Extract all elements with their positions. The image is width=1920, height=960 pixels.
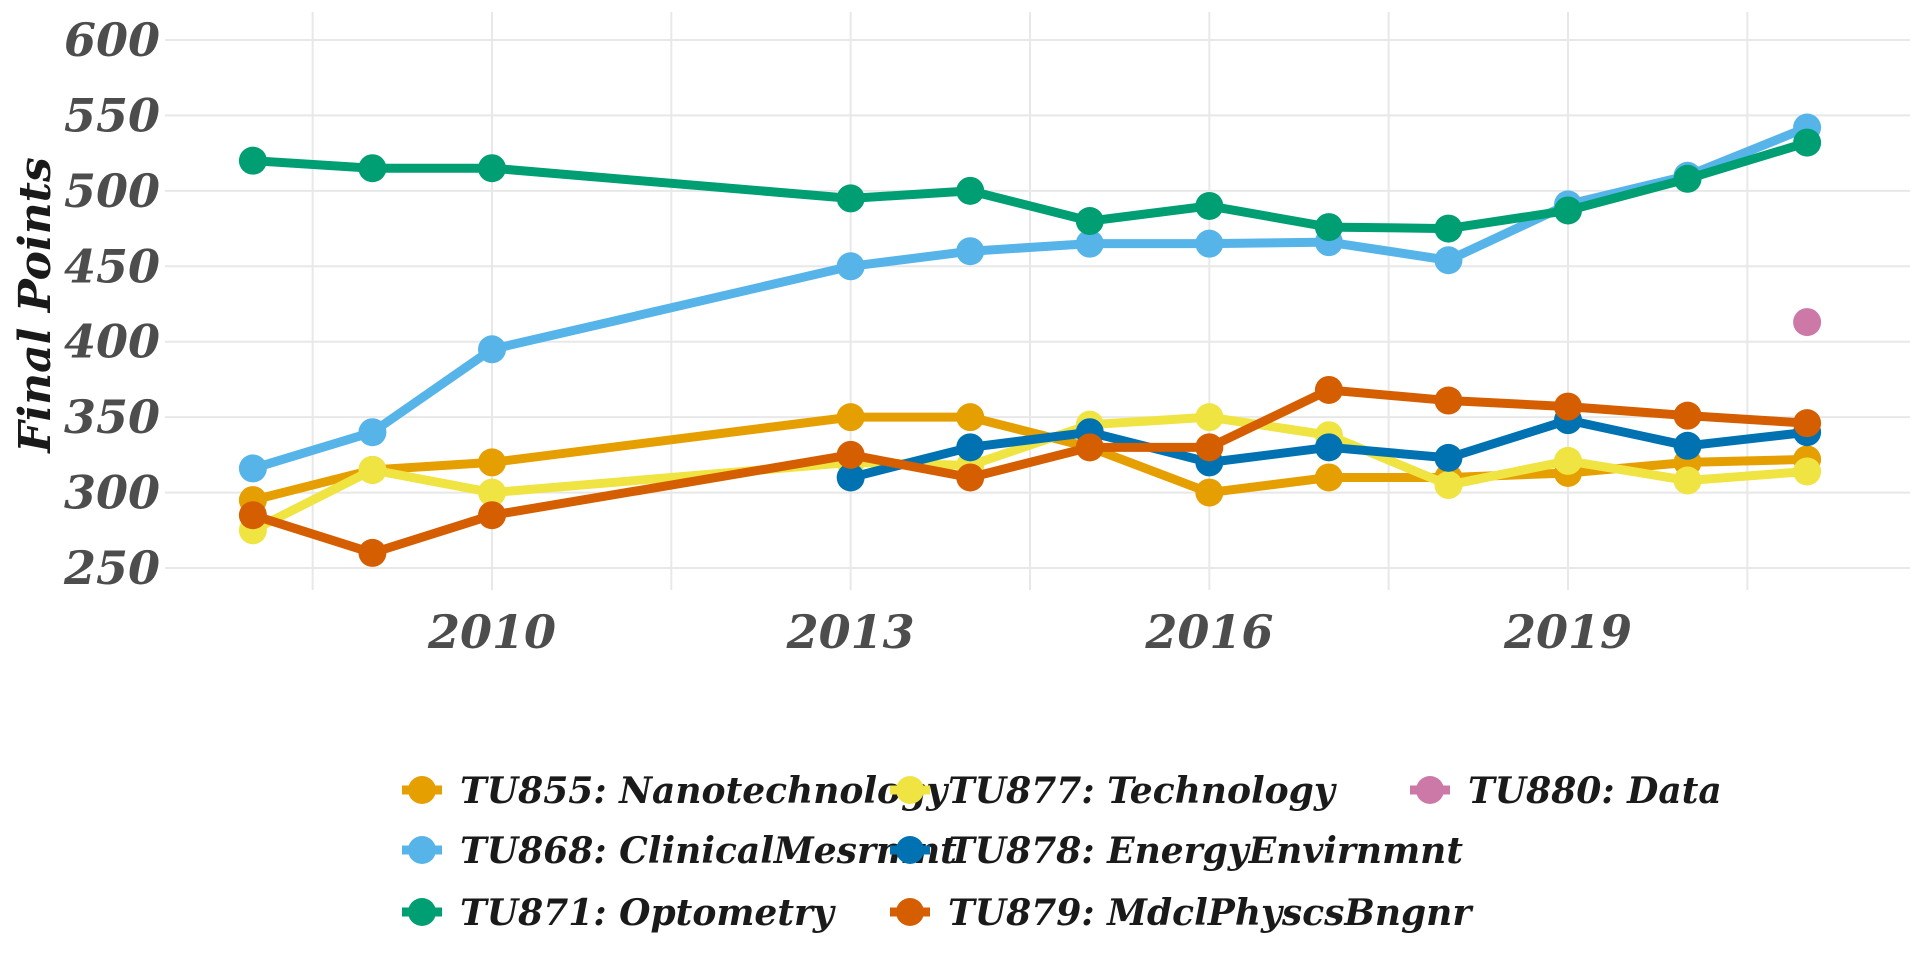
- legend-label: TU871: Optometry: [460, 892, 836, 934]
- legend-point-swatch: [408, 836, 436, 864]
- data-point: [478, 501, 506, 530]
- data-point: [1314, 463, 1343, 492]
- grid: [165, 12, 1910, 590]
- legend-item: TU878: EnergyEnvirnmnt: [890, 830, 1463, 872]
- series-2: [238, 128, 1822, 243]
- data-point: [1434, 443, 1463, 472]
- data-point: [956, 176, 985, 205]
- data-point: [1554, 446, 1582, 475]
- data-point: [836, 252, 865, 281]
- data-point: [478, 154, 506, 183]
- data-point: [1793, 409, 1822, 438]
- series-group: [238, 113, 1822, 567]
- data-point: [1793, 457, 1822, 486]
- data-point: [1673, 431, 1702, 460]
- data-point: [836, 440, 865, 469]
- series-line: [248, 385, 1812, 558]
- data-point: [358, 154, 387, 183]
- data-point: [1554, 196, 1582, 225]
- data-point: [478, 478, 506, 507]
- legend-label: TU868: ClinicalMesrmnt: [460, 830, 957, 872]
- data-point: [1434, 471, 1463, 500]
- legend-point-swatch: [408, 776, 436, 804]
- data-point: [1673, 466, 1702, 495]
- x-tick-label: 2019: [1503, 605, 1632, 659]
- y-tick-label: 400: [64, 315, 160, 369]
- legend-label: TU879: MdclPhyscsBngnr: [948, 892, 1474, 934]
- legend-item: TU868: ClinicalMesrmnt: [402, 830, 957, 872]
- data-point: [1075, 229, 1104, 258]
- x-axis: 2010 2013 2016 2019: [427, 605, 1632, 659]
- data-point: [1673, 401, 1702, 430]
- y-axis: 250 300 350 400 450 500 550 600: [63, 13, 160, 595]
- data-point: [358, 418, 387, 447]
- data-point: [1434, 386, 1463, 415]
- y-tick-label: 550: [64, 88, 160, 142]
- data-point: [1793, 128, 1822, 157]
- data-point: [1314, 433, 1343, 462]
- legend-item: TU880: Data: [1410, 770, 1722, 812]
- y-tick-label: 300: [64, 466, 160, 520]
- data-point: [1075, 433, 1104, 462]
- legend-label: TU855: Nanotechnology: [460, 770, 949, 812]
- legend: TU855: Nanotechnology TU868: ClinicalMesr…: [402, 770, 1722, 934]
- legend-point-swatch: [896, 898, 924, 926]
- data-point: [836, 403, 865, 432]
- legend-point-swatch: [1416, 776, 1444, 804]
- data-point: [956, 403, 985, 432]
- data-point: [836, 463, 865, 492]
- legend-point-swatch: [408, 898, 436, 926]
- y-tick-label: 500: [64, 164, 160, 218]
- data-point: [1434, 214, 1463, 243]
- legend-item: TU879: MdclPhyscsBngnr: [890, 892, 1474, 934]
- y-tick-label: 600: [64, 13, 160, 67]
- data-point: [1195, 433, 1224, 462]
- data-point: [478, 335, 506, 364]
- data-point: [1195, 478, 1224, 507]
- series-4: [836, 406, 1822, 492]
- data-point: [358, 538, 387, 567]
- x-tick-label: 2013: [786, 605, 915, 659]
- series-line: [248, 412, 1812, 505]
- legend-label: TU880: Data: [1468, 770, 1722, 812]
- legend-point-swatch: [896, 776, 924, 804]
- series-line: [248, 138, 1812, 234]
- legend-label: TU878: EnergyEnvirnmnt: [948, 830, 1463, 872]
- data-point: [1793, 308, 1822, 337]
- series-line: [248, 412, 1812, 535]
- data-point: [1554, 392, 1582, 421]
- data-point: [1195, 229, 1224, 258]
- data-point: [1314, 213, 1343, 242]
- y-axis-title: Final Points: [10, 157, 61, 455]
- data-point: [1195, 403, 1224, 432]
- series-line: [248, 122, 1812, 473]
- data-point: [956, 463, 985, 492]
- data-point: [836, 184, 865, 213]
- data-point: [478, 448, 506, 477]
- data-point: [238, 454, 267, 483]
- legend-item: TU871: Optometry: [402, 892, 836, 934]
- legend-label: TU877: Technology: [948, 770, 1337, 812]
- data-point: [238, 501, 267, 530]
- data-point: [238, 146, 267, 175]
- y-tick-label: 450: [64, 239, 160, 293]
- x-tick-label: 2016: [1144, 605, 1273, 659]
- data-point: [1673, 164, 1702, 193]
- y-tick-label: 350: [64, 390, 160, 444]
- data-point: [1195, 191, 1224, 220]
- x-tick-label: 2010: [427, 605, 556, 659]
- data-point: [1314, 375, 1343, 404]
- legend-point-swatch: [896, 836, 924, 864]
- legend-item: TU877: Technology: [890, 770, 1337, 812]
- data-point: [956, 237, 985, 266]
- series-6: [1793, 308, 1822, 337]
- data-point: [1075, 207, 1104, 236]
- data-point: [1434, 246, 1463, 275]
- y-tick-label: 250: [63, 541, 160, 595]
- legend-item: TU855: Nanotechnology: [402, 770, 949, 812]
- data-point: [956, 433, 985, 462]
- data-point: [358, 455, 387, 484]
- series-5: [238, 375, 1822, 567]
